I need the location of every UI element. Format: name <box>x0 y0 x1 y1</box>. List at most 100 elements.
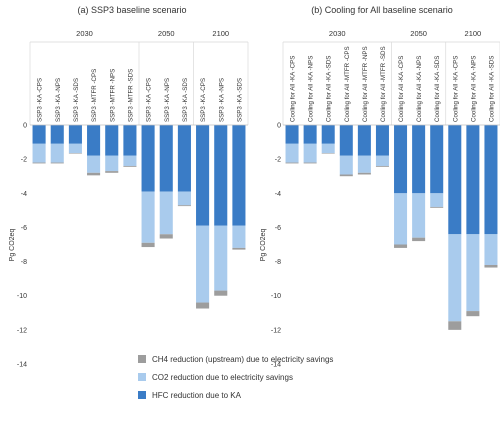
bar-co2 <box>177 191 191 206</box>
chart-title: (a) SSP3 baseline scenario <box>77 5 186 15</box>
bar-co2 <box>394 193 408 245</box>
category-label: SSP3 -MTFR -CPS <box>91 69 98 122</box>
category-label: Cooling for All -KA -NPS <box>308 56 315 122</box>
y-tick-label: -2 <box>21 157 27 164</box>
bar-ch4 <box>123 165 137 167</box>
bar-hfc <box>466 125 480 235</box>
bar-ch4 <box>196 302 210 309</box>
bar-hfc <box>375 125 389 156</box>
legend-swatch-ch4 <box>138 355 146 363</box>
bar-hfc <box>412 125 426 194</box>
bar-ch4 <box>141 242 155 248</box>
bar-co2 <box>123 155 137 166</box>
legend-item-hfc: HFC reduction due to KA <box>138 386 398 404</box>
bar-co2 <box>87 155 101 173</box>
bar-co2 <box>466 234 480 312</box>
category-label: Cooling for All -KA -SDS <box>434 56 441 122</box>
category-label: Cooling for All -KA -CPS <box>452 56 459 122</box>
y-tick-label: -12 <box>271 327 281 334</box>
bar-co2 <box>484 234 498 265</box>
y-tick-label: -10 <box>17 293 27 300</box>
bar-co2 <box>68 143 82 154</box>
bar-hfc <box>339 125 353 156</box>
category-label: Cooling for All -MTFR -NPS <box>362 46 369 122</box>
y-tick-label: -2 <box>275 157 281 164</box>
bar-hfc <box>50 125 64 144</box>
y-tick-label: -4 <box>275 191 281 198</box>
category-label: Cooling for All -KA -SDS <box>326 56 333 122</box>
bar-ch4 <box>87 172 101 176</box>
bar-co2 <box>214 225 228 291</box>
category-label: SSP3 -KA -CPS <box>200 78 207 122</box>
y-tick-label: 0 <box>277 123 281 130</box>
bar-co2 <box>448 234 462 322</box>
group-label: 2030 <box>76 29 93 38</box>
category-label: Cooling for All -MTFR -SDS <box>380 46 387 122</box>
bar-ch4 <box>303 162 317 164</box>
bar-hfc <box>123 125 137 156</box>
bar-hfc <box>214 125 228 226</box>
bar-ch4 <box>232 247 246 250</box>
bar-hfc <box>285 125 299 144</box>
bar-ch4 <box>105 171 119 173</box>
category-label: SSP3 -KA -NPS <box>55 78 62 122</box>
bar-co2 <box>339 155 353 175</box>
y-axis-label: Pg CO2eq <box>260 229 267 262</box>
chart-title: (b) Cooling for All baseline scenario <box>311 5 453 15</box>
legend-swatch-hfc <box>138 391 146 399</box>
bar-ch4 <box>484 264 498 268</box>
bar-ch4 <box>50 162 64 164</box>
bar-ch4 <box>357 172 371 175</box>
bar-ch4 <box>339 174 353 177</box>
bar-co2 <box>232 225 246 248</box>
bar-hfc <box>68 125 82 144</box>
bar-hfc <box>177 125 191 192</box>
category-label: SSP3 -KA -CPS <box>146 78 153 122</box>
group-label: 2050 <box>158 29 175 38</box>
bar-co2 <box>159 191 173 235</box>
bar-ch4 <box>448 321 462 330</box>
bar-hfc <box>105 125 119 156</box>
y-tick-label: -10 <box>271 293 281 300</box>
category-label: Cooling for All -KA -SDS <box>488 56 495 122</box>
category-label: SSP3 -KA -SDS <box>236 78 243 122</box>
category-label: Cooling for All -KA -CPS <box>290 56 297 122</box>
bar-ch4 <box>32 162 46 164</box>
legend-swatch-co2 <box>138 373 146 381</box>
y-tick-label: -8 <box>21 259 27 266</box>
bar-ch4 <box>285 162 299 164</box>
bar-ch4 <box>68 153 82 154</box>
y-tick-label: -6 <box>21 225 27 232</box>
category-label: SSP3 -MTFR -NPS <box>109 69 116 122</box>
bar-ch4 <box>466 311 480 317</box>
bar-co2 <box>50 143 64 163</box>
category-label: SSP3 -KA -CPS <box>37 78 44 122</box>
category-label: Cooling for All -MTFR -CPS <box>344 46 351 122</box>
bar-co2 <box>375 155 389 166</box>
bar-hfc <box>196 125 210 226</box>
y-tick-label: -12 <box>17 327 27 334</box>
bar-co2 <box>32 143 46 163</box>
group-label: 2050 <box>410 29 427 38</box>
bar-ch4 <box>214 290 228 296</box>
bar-hfc <box>87 125 101 156</box>
bar-ch4 <box>394 244 408 248</box>
bar-hfc <box>321 125 335 144</box>
legend-item-ch4: CH4 reduction (upstream) due to electric… <box>138 350 398 368</box>
group-label: 2100 <box>465 29 482 38</box>
bar-hfc <box>430 125 444 194</box>
category-label: Cooling for All -KA -CPS <box>398 56 405 122</box>
bar-co2 <box>303 143 317 163</box>
category-label: SSP3 -MTFR -SDS <box>127 69 134 122</box>
category-label: SSP3 -KA -NPS <box>164 78 171 122</box>
legend-label-hfc: HFC reduction due to KA <box>152 390 241 400</box>
y-tick-label: -6 <box>275 225 281 232</box>
bar-co2 <box>430 193 444 207</box>
bar-ch4 <box>430 206 444 208</box>
bar-co2 <box>196 225 210 303</box>
y-tick-label: -8 <box>275 259 281 266</box>
legend-item-co2: CO2 reduction due to electricity savings <box>138 368 398 386</box>
y-tick-label: 0 <box>23 123 27 130</box>
bar-hfc <box>448 125 462 235</box>
